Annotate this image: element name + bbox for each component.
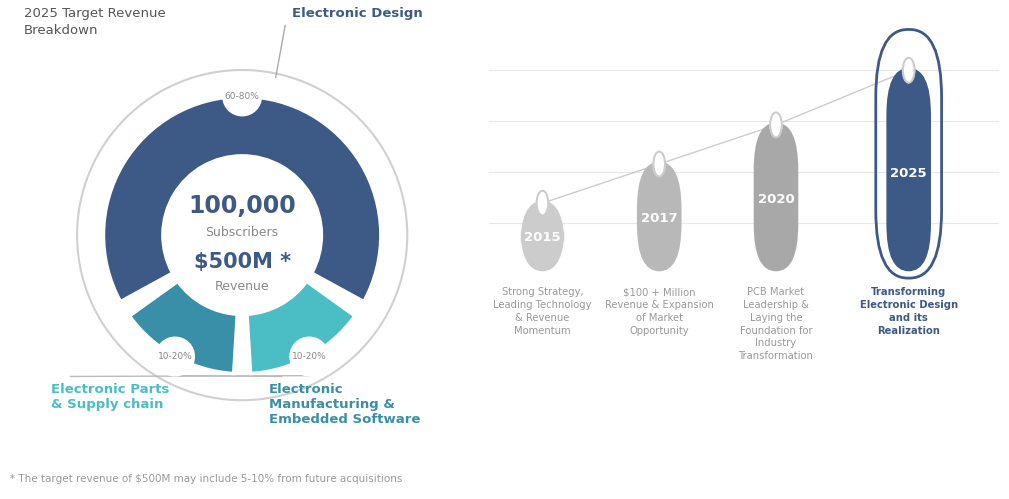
Text: Revenue: Revenue <box>215 280 269 293</box>
Text: $500M *: $500M * <box>194 251 291 271</box>
Text: Subscribers: Subscribers <box>206 226 278 239</box>
Circle shape <box>537 191 548 216</box>
Text: PCB Market
Leadership &
Laying the
Foundation for
Industry
Transformation: PCB Market Leadership & Laying the Found… <box>739 287 813 361</box>
Circle shape <box>223 77 261 116</box>
Text: Strong Strategy,
Leading Technology
& Revenue
Momentum: Strong Strategy, Leading Technology & Re… <box>493 287 591 335</box>
Text: 2025: 2025 <box>890 167 927 180</box>
Text: 60-80%: 60-80% <box>225 92 259 101</box>
Text: $100 + Million
Revenue & Expansion
of Market
Opportunity: $100 + Million Revenue & Expansion of Ma… <box>604 287 713 335</box>
Circle shape <box>903 58 914 83</box>
Text: 2020: 2020 <box>758 194 794 207</box>
Circle shape <box>770 112 782 137</box>
Wedge shape <box>104 96 380 301</box>
Text: * The target revenue of $500M may include 5-10% from future acquisitions: * The target revenue of $500M may includ… <box>10 474 403 484</box>
FancyBboxPatch shape <box>637 162 681 271</box>
FancyBboxPatch shape <box>754 123 798 271</box>
Text: Electronic Parts
& Supply chain: Electronic Parts & Supply chain <box>50 383 169 411</box>
Text: Electronic Design: Electronic Design <box>293 7 423 20</box>
Wedge shape <box>247 281 355 374</box>
Circle shape <box>291 337 328 376</box>
FancyBboxPatch shape <box>886 68 931 271</box>
Wedge shape <box>129 281 237 374</box>
Circle shape <box>162 156 322 314</box>
Circle shape <box>156 337 194 376</box>
Text: Electronic
Manufacturing &
Embedded Software: Electronic Manufacturing & Embedded Soft… <box>268 383 420 426</box>
Text: 2025 Target Revenue
Breakdown: 2025 Target Revenue Breakdown <box>24 6 165 36</box>
FancyBboxPatch shape <box>521 201 565 271</box>
Text: 10-20%: 10-20% <box>157 352 193 361</box>
Text: Transforming
Electronic Design
and its
Realization: Transforming Electronic Design and its R… <box>860 287 958 335</box>
Text: 2017: 2017 <box>641 212 677 225</box>
Circle shape <box>654 152 665 177</box>
Text: 100,000: 100,000 <box>189 194 296 218</box>
Text: 10-20%: 10-20% <box>292 352 327 361</box>
Text: 2015: 2015 <box>524 231 561 244</box>
